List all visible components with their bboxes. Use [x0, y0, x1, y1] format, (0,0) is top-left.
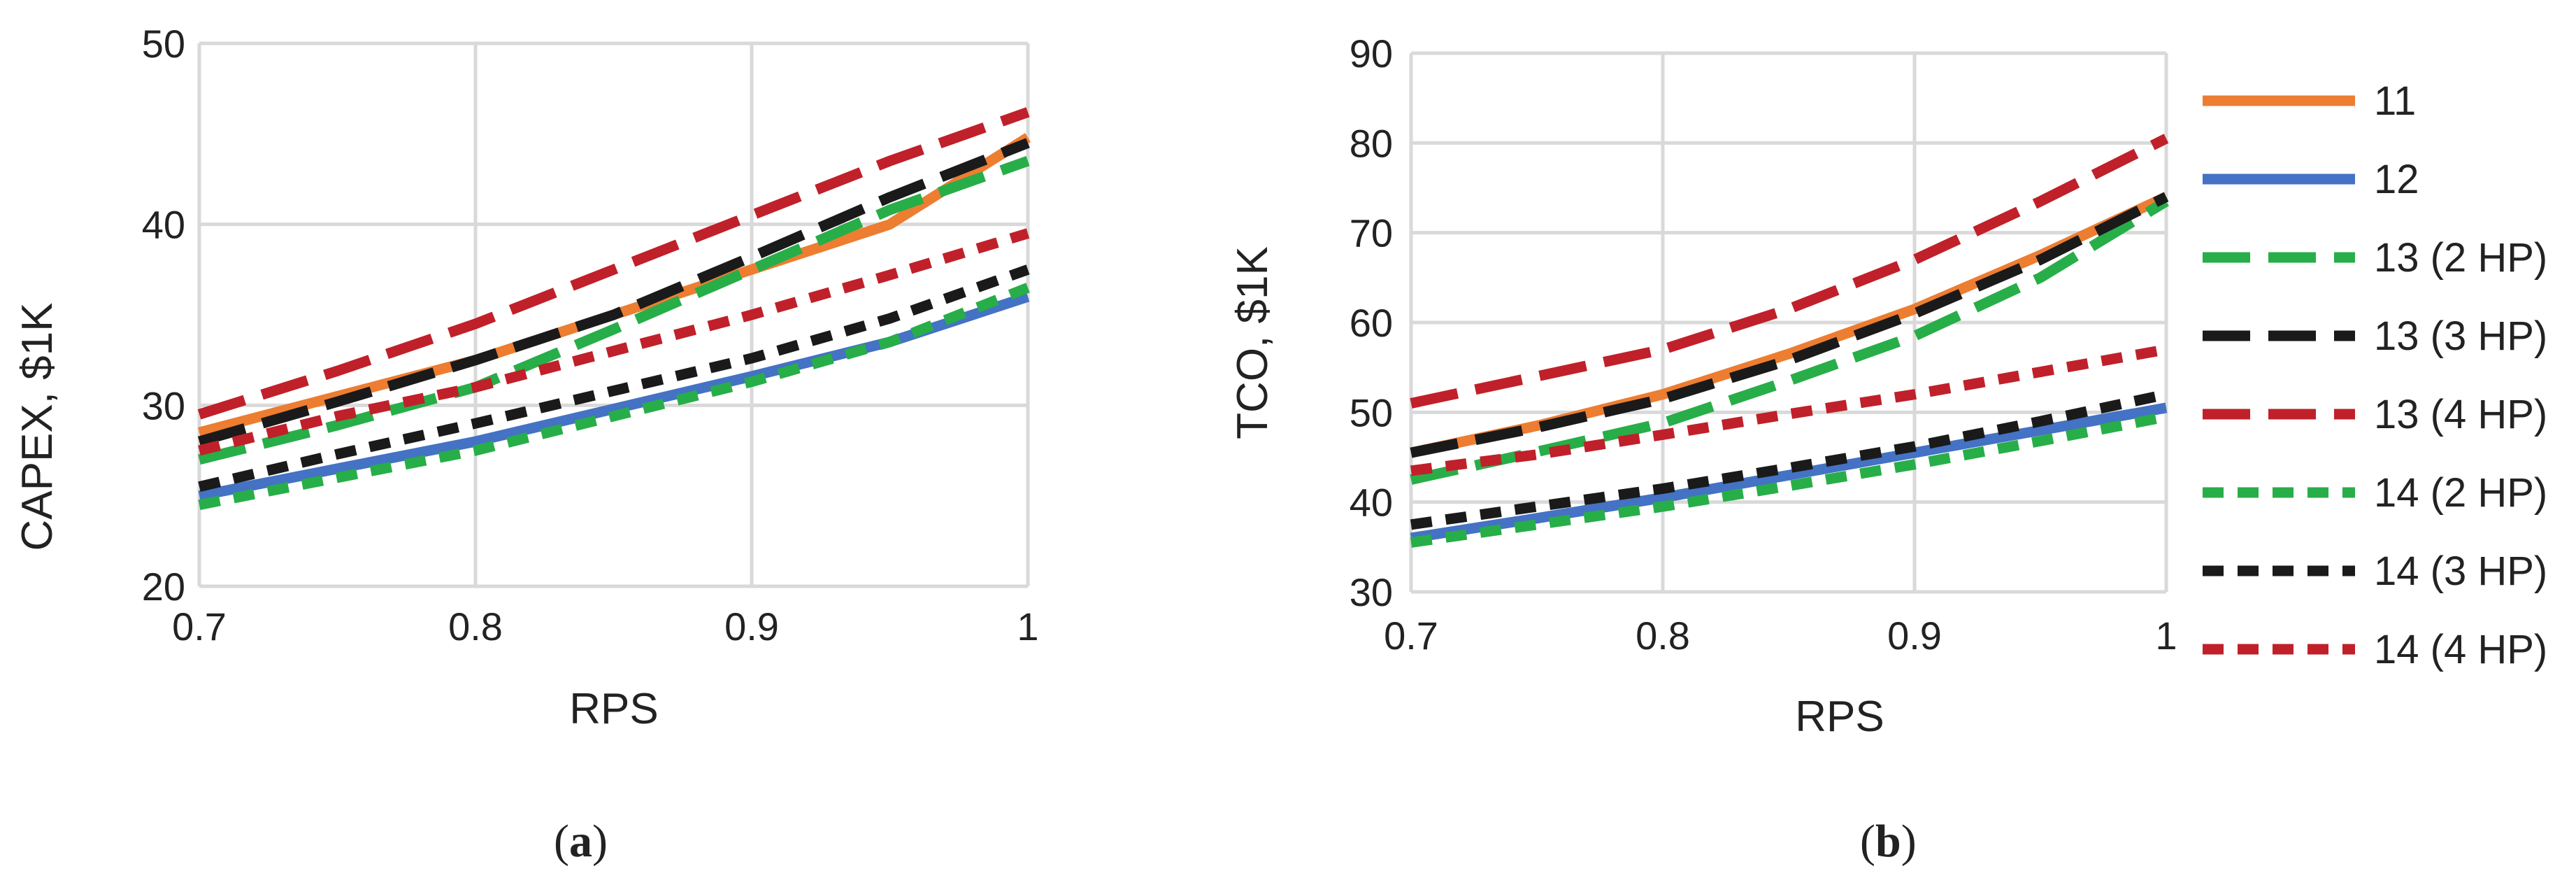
legend-label: 13 (2 HP)	[2374, 235, 2547, 281]
chart-a-series-line	[198, 228, 1030, 456]
chart-a-x-tick-label: 0.8	[448, 604, 503, 649]
legend-label: 14 (4 HP)	[2374, 627, 2547, 672]
chart-b-y-tick-labels: 30 40 50 60 70 80 90	[1350, 31, 1393, 614]
legend-label: 11	[2374, 78, 2416, 124]
legend-label: 14 (3 HP)	[2374, 548, 2547, 594]
chart-a-x-tick-labels: 0.7 0.8 0.9 1	[172, 604, 1039, 649]
chart-a-x-axis-label: RPS	[569, 685, 658, 733]
chart-b-y-axis-label: TCO, $1K	[1229, 246, 1277, 439]
chart-b-x-tick-label: 0.9	[1887, 614, 1942, 658]
chart-panel-b: 30 40 50 60 70 80 90 0.7 0.8 0.9 1 RPS TCO, $1K (…	[1229, 31, 2177, 867]
chart-b-x-tick-label: 0.8	[1636, 614, 1690, 658]
chart-a-x-tick-label: 1	[1017, 604, 1038, 649]
panel-label-a: (a)	[554, 816, 608, 867]
chart-b-series-line	[1410, 134, 2169, 409]
chart-b-series-line	[1410, 389, 2168, 530]
chart-a-y-tick-label: 50	[142, 22, 185, 66]
panel-label-b: (b)	[1860, 816, 1917, 867]
chart-a-y-tick-label: 40	[142, 203, 185, 247]
chart-panel-a: 20 30 40 50 0.7 0.8 0.9 1 RPS CAPEX, $1K (a)	[13, 22, 1039, 867]
chart-a-series-line	[198, 283, 1030, 510]
chart-b-series	[1410, 134, 2169, 548]
chart-a-series-line	[198, 156, 1030, 465]
chart-b-x-tick-label: 1	[2155, 614, 2177, 658]
legend-label: 14 (2 HP)	[2374, 470, 2547, 516]
chart-b-y-tick-label: 80	[1350, 121, 1393, 165]
chart-b-x-tick-label: 0.7	[1384, 614, 1438, 658]
chart-b-series-line	[1410, 192, 2169, 458]
chart-a-y-axis-label: CAPEX, $1K	[13, 303, 62, 551]
chart-b-x-axis-label: RPS	[1795, 693, 1884, 741]
chart-a-x-tick-label: 0.9	[724, 604, 779, 649]
chart-a-series-line	[197, 107, 1030, 420]
legend-label: 13 (4 HP)	[2374, 392, 2547, 437]
chart-b-series-line	[1410, 344, 2168, 476]
chart-a-x-tick-label: 0.7	[172, 604, 227, 649]
chart-a-series	[197, 107, 1031, 510]
chart-b-y-tick-label: 30	[1350, 570, 1393, 614]
chart-b-y-tick-label: 60	[1350, 301, 1393, 345]
chart-a-y-tick-labels: 20 30 40 50	[142, 22, 185, 609]
legend-label: 12	[2374, 157, 2419, 202]
chart-b-y-tick-label: 40	[1350, 481, 1393, 525]
chart-b-x-tick-labels: 0.7 0.8 0.9 1	[1384, 614, 2177, 658]
chart-b-series-line	[1410, 192, 2169, 458]
chart-b-y-tick-label: 50	[1350, 390, 1393, 434]
legend-label: 13 (3 HP)	[2374, 313, 2547, 359]
chart-a-series-line	[198, 264, 1030, 493]
chart-b-series-line	[1410, 197, 2169, 485]
legend: 11 12 13 (2 HP) 13 (3 HP) 13 (4 HP) 14 (2 HP)…	[2203, 78, 2547, 672]
chart-b-series-line	[1410, 411, 2168, 548]
chart-a-series-line	[197, 138, 1030, 447]
chart-a-y-tick-label: 20	[142, 565, 185, 609]
chart-b-y-tick-label: 90	[1350, 31, 1393, 76]
chart-b-series-line	[1410, 402, 2168, 544]
chart-b-y-tick-label: 70	[1350, 211, 1393, 255]
chart-a-y-tick-label: 30	[142, 383, 185, 427]
